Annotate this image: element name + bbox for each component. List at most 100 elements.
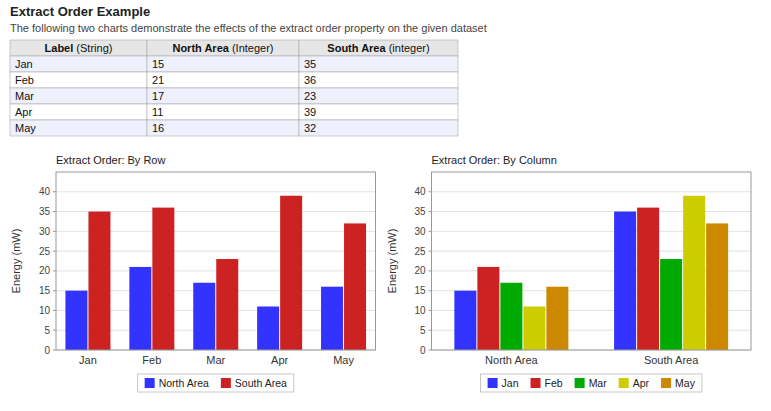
table-cell <box>299 72 458 88</box>
legend-item: South Area <box>221 377 287 389</box>
tick-label: Feb <box>142 354 161 366</box>
bar <box>257 306 279 350</box>
bar <box>683 196 705 350</box>
legend-item: May <box>661 377 696 389</box>
bar <box>129 267 151 350</box>
table-cell-text: 16 <box>152 122 164 134</box>
legend-swatch <box>531 378 541 388</box>
table-cell <box>10 104 147 120</box>
tick-label: 40 <box>414 186 426 197</box>
bar <box>706 223 728 350</box>
grid-line <box>56 191 376 192</box>
tick-label: South Area <box>644 354 699 366</box>
bar <box>523 306 545 350</box>
table-header-part: South Area <box>327 42 386 54</box>
legend-label: May <box>675 377 696 389</box>
tick-label: 0 <box>44 345 50 356</box>
bar <box>660 259 682 350</box>
table-cell-text: Jan <box>15 58 33 70</box>
table-cell <box>299 88 458 104</box>
chart: Extract Order: By Column0510152025303540… <box>386 154 752 392</box>
chart-title: Extract Order: By Column <box>432 154 557 166</box>
tick-label: 10 <box>39 305 51 316</box>
table-cell-text: 11 <box>152 106 163 118</box>
bar <box>546 287 568 350</box>
legend-item: Apr <box>619 377 650 389</box>
plot-frame <box>56 172 376 350</box>
table-header: North Area (Integer) <box>172 42 273 54</box>
tick-label: 25 <box>39 246 51 257</box>
tick-label: Mar <box>206 354 225 366</box>
table-header-cell <box>10 40 147 56</box>
grid-line <box>432 191 752 192</box>
table-cell <box>299 56 458 72</box>
legend-label: Jan <box>502 377 519 389</box>
subtitle: The following two charts demonstrate the… <box>10 22 487 34</box>
table-cell <box>10 56 147 72</box>
table-cell-text: Feb <box>15 74 34 86</box>
legend-item: Feb <box>531 377 563 389</box>
tick-label: 5 <box>420 325 426 336</box>
bar <box>193 283 215 350</box>
table-cell <box>10 72 147 88</box>
legend-box <box>138 374 294 392</box>
legend-swatch <box>619 378 629 388</box>
tick-label: Apr <box>271 354 288 366</box>
table-cell-text: 23 <box>304 90 316 102</box>
legend: North Area South Area <box>138 374 294 392</box>
legend-label: Mar <box>589 377 608 389</box>
table-header-part: Label <box>45 42 74 54</box>
table: Label (String) North Area (Integer) South … <box>10 40 458 136</box>
bars <box>454 196 728 350</box>
table-header-cell <box>147 40 299 56</box>
legend-swatch <box>488 378 498 388</box>
table-cell <box>147 104 299 120</box>
table-cell-text: 17 <box>152 90 164 102</box>
bar <box>152 208 174 350</box>
legend-label: Feb <box>545 377 563 389</box>
table-cell-text: 21 <box>152 74 164 86</box>
tick-label: 30 <box>414 226 426 237</box>
plot-frame <box>432 172 752 350</box>
table-cell-text: 35 <box>304 58 316 70</box>
legend-item: Mar <box>575 377 608 389</box>
tick-label: 20 <box>414 265 426 276</box>
tick-label: Jan <box>79 354 97 366</box>
tick-label: 35 <box>414 206 426 217</box>
bar <box>280 196 302 350</box>
legend-item: North Area <box>145 377 209 389</box>
legend-swatch <box>575 378 585 388</box>
bar <box>321 287 343 350</box>
table-cell-text: 39 <box>304 106 316 118</box>
table-cell-text: Apr <box>15 106 32 118</box>
bar <box>454 291 476 350</box>
chart: Extract Order: By Row0510152025303540Ene… <box>10 154 376 392</box>
tick-label: 35 <box>39 206 51 217</box>
bar <box>477 267 499 350</box>
page: Extract Order ExampleThe following two c… <box>0 0 771 411</box>
tick-label: 0 <box>420 345 426 356</box>
tick-label: 25 <box>414 246 426 257</box>
tick-label: North Area <box>485 354 538 366</box>
bar <box>216 259 238 350</box>
legend-label: Apr <box>633 377 650 389</box>
tick-label: 20 <box>39 265 51 276</box>
bars <box>65 196 366 350</box>
table-header-part: North Area <box>172 42 229 54</box>
legend-swatch <box>145 378 155 388</box>
table-cell <box>10 120 147 136</box>
table-header: Label (String) <box>45 42 113 54</box>
legend-label: North Area <box>159 377 209 389</box>
table-cell <box>10 88 147 104</box>
table-cell-text: Mar <box>15 90 34 102</box>
legend-label: South Area <box>235 377 287 389</box>
axis-label: Energy (mW) <box>386 229 398 294</box>
chart-title: Extract Order: By Row <box>56 154 165 166</box>
legend-item: Jan <box>488 377 519 389</box>
legend-swatch <box>661 378 671 388</box>
tick-label: 5 <box>44 325 50 336</box>
tick-label: 10 <box>414 305 426 316</box>
legend: Jan Feb Mar Apr May <box>481 374 702 392</box>
table-cell <box>147 88 299 104</box>
table-cell-text: 36 <box>304 74 316 86</box>
